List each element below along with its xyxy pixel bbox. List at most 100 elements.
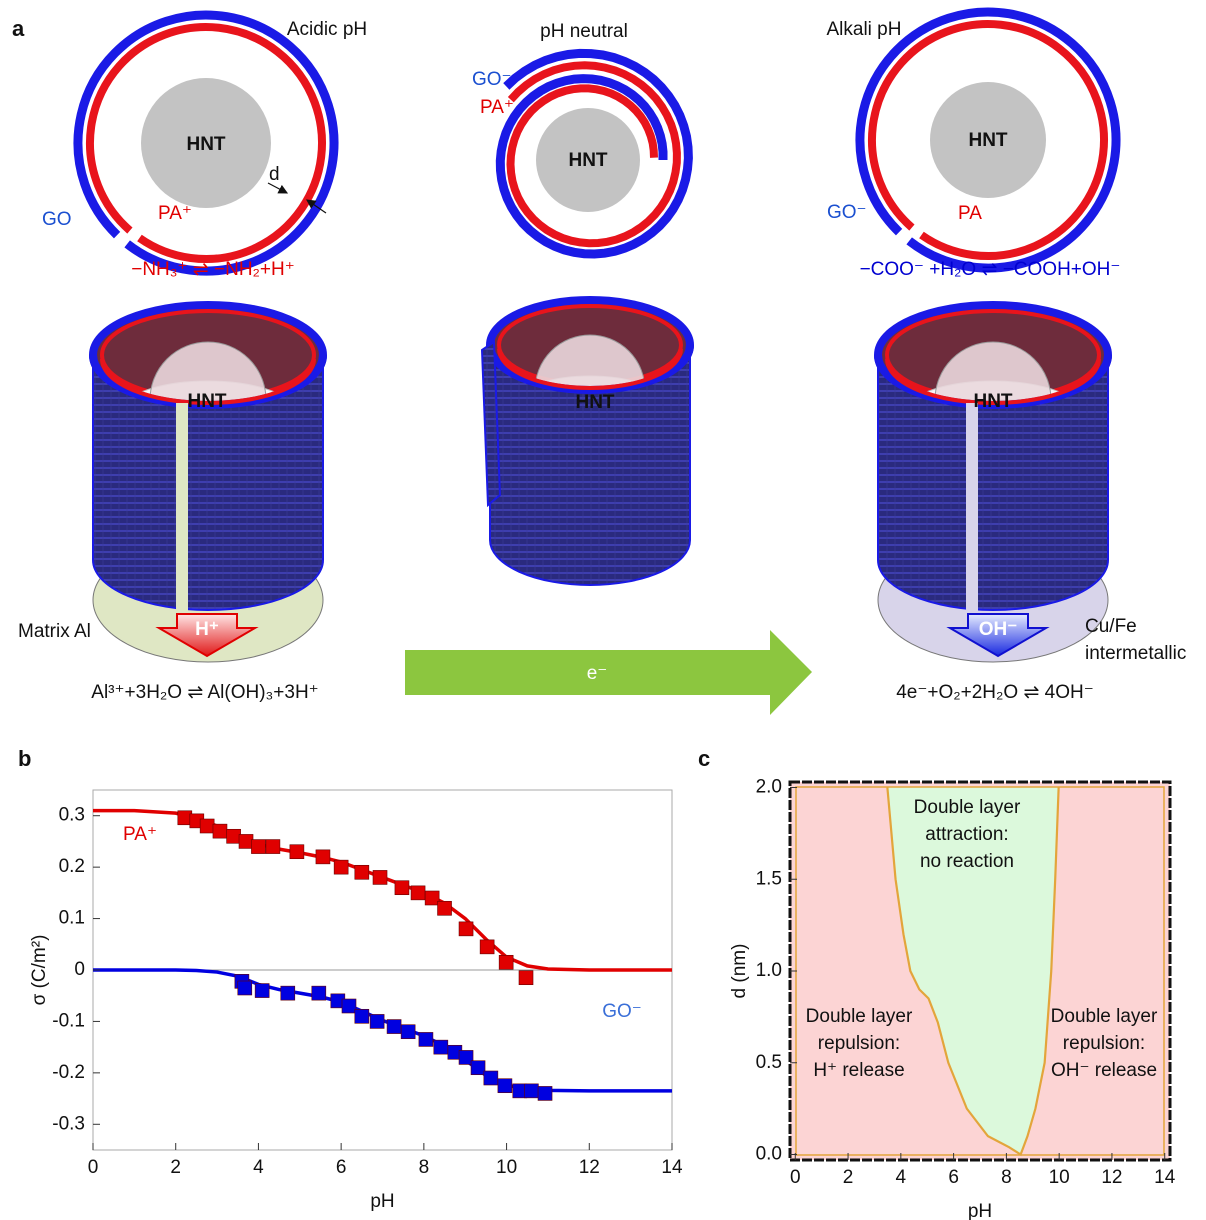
- y-tick-label: -0.3: [52, 1113, 85, 1134]
- fit-curve: [93, 970, 672, 1091]
- data-point: [524, 1084, 538, 1098]
- data-point: [438, 901, 452, 915]
- data-point: [401, 1025, 415, 1039]
- data-point: [316, 850, 330, 864]
- reaction: 4e⁻+O₂+2H₂O ⇌ 4OH⁻: [896, 682, 1094, 703]
- core-3d-label: HNT: [187, 391, 226, 412]
- x-tick-label: 0: [88, 1157, 99, 1178]
- core-label: HNT: [568, 150, 607, 171]
- x-tick-label: 10: [1049, 1167, 1070, 1188]
- core-3d-label: HNT: [575, 392, 614, 413]
- y-axis-label: σ (C/m²): [29, 935, 50, 1006]
- y-tick-label: 0.0: [756, 1144, 782, 1165]
- data-point: [255, 984, 269, 998]
- data-point: [290, 845, 304, 859]
- region-label: Double layer: [914, 797, 1021, 818]
- panel-label: b: [18, 746, 31, 771]
- x-tick-label: 12: [579, 1157, 600, 1178]
- data-point: [373, 870, 387, 884]
- y-tick-label: 0: [74, 959, 85, 980]
- panel-a: HNT HNT HNT H⁺ OH⁻ e⁻: [78, 12, 1116, 715]
- core-label: HNT: [186, 134, 225, 155]
- x-tick-label: 2: [170, 1157, 181, 1178]
- x-tick-label: 4: [896, 1167, 907, 1188]
- reaction: Al³⁺+3H₂O ⇌ Al(OH)₃+3H⁺: [91, 682, 318, 703]
- y-tick-label: 0.3: [59, 805, 85, 826]
- region-label: repulsion:: [1063, 1033, 1145, 1054]
- x-tick-label: 10: [496, 1157, 517, 1178]
- region-label: repulsion:: [818, 1033, 900, 1054]
- outer-layer-label: GO: [42, 209, 72, 230]
- electron-arrow: [405, 630, 812, 715]
- data-point: [395, 881, 409, 895]
- x-tick-label: 8: [419, 1157, 430, 1178]
- data-point: [266, 840, 280, 854]
- release-label: H⁺: [195, 619, 219, 640]
- y-tick-label: -0.1: [52, 1010, 85, 1031]
- data-point: [411, 886, 425, 900]
- inner-layer-label: PA⁺: [480, 97, 514, 118]
- y-tick-label: 2.0: [756, 777, 782, 798]
- x-tick-label: 14: [661, 1157, 683, 1178]
- outer-layer-label: GO⁻: [472, 69, 512, 90]
- x-tick-label: 8: [1001, 1167, 1012, 1188]
- shell-slit: [966, 403, 978, 612]
- y-axis-label: d (nm): [729, 944, 750, 999]
- equation: −NH₃⁺ ⇌ −NH₂+H⁺: [131, 259, 295, 280]
- state-title: Acidic pH: [287, 19, 367, 40]
- data-point: [484, 1071, 498, 1085]
- state-title: Alkali pH: [827, 19, 902, 40]
- spacing-label: d: [269, 164, 280, 185]
- x-tick-label: 6: [336, 1157, 347, 1178]
- substrate-label: Cu/Fe: [1085, 616, 1137, 637]
- inner-layer-label: PA⁺: [158, 203, 192, 224]
- data-point: [519, 971, 533, 985]
- substrate-label: Matrix Al: [18, 621, 91, 642]
- data-point: [334, 860, 348, 874]
- x-tick-label: 4: [253, 1157, 264, 1178]
- region-label: no reaction: [920, 851, 1014, 872]
- series-label: GO⁻: [602, 1001, 642, 1022]
- x-tick-label: 12: [1101, 1167, 1122, 1188]
- y-tick-label: 0.2: [59, 856, 85, 877]
- core-3d-label: HNT: [973, 391, 1012, 412]
- y-tick-label: 0.1: [59, 908, 85, 929]
- y-tick-label: 1.5: [756, 868, 782, 889]
- data-point: [498, 1079, 512, 1093]
- data-point: [538, 1086, 552, 1100]
- data-point: [425, 891, 439, 905]
- data-point: [312, 986, 326, 1000]
- data-point: [281, 986, 295, 1000]
- substrate-label: intermetallic: [1085, 643, 1186, 664]
- y-tick-label: 1.0: [756, 960, 782, 981]
- region-label: Double layer: [806, 1006, 913, 1027]
- release-label: OH⁻: [979, 619, 1018, 640]
- data-point: [227, 829, 241, 843]
- core-label: HNT: [968, 130, 1007, 151]
- data-point: [251, 840, 265, 854]
- data-point: [419, 1032, 433, 1046]
- data-point: [499, 955, 513, 969]
- data-point: [434, 1040, 448, 1054]
- x-tick-label: 2: [843, 1167, 854, 1188]
- data-point: [370, 1014, 384, 1028]
- state-title: pH neutral: [540, 21, 628, 42]
- y-tick-label: -0.2: [52, 1062, 85, 1083]
- data-point: [355, 865, 369, 879]
- page: HNTHNTHNTH⁺OH⁻e⁻ a Acidic pH pH neutral …: [0, 0, 1206, 1220]
- series-label: PA⁺: [123, 824, 157, 845]
- shell-slit: [176, 403, 188, 612]
- region-label: attraction:: [925, 824, 1008, 845]
- x-axis-label: pH: [370, 1191, 394, 1212]
- data-point: [342, 999, 356, 1013]
- electron-label: e⁻: [587, 663, 608, 684]
- x-tick-label: 0: [790, 1167, 801, 1188]
- data-point: [238, 981, 252, 995]
- data-point: [200, 819, 214, 833]
- data-point: [213, 824, 227, 838]
- region-label: H⁺ release: [813, 1060, 904, 1081]
- region-label: Double layer: [1051, 1006, 1158, 1027]
- data-point: [355, 1009, 369, 1023]
- data-point: [471, 1061, 485, 1075]
- x-tick-label: 14: [1154, 1167, 1176, 1188]
